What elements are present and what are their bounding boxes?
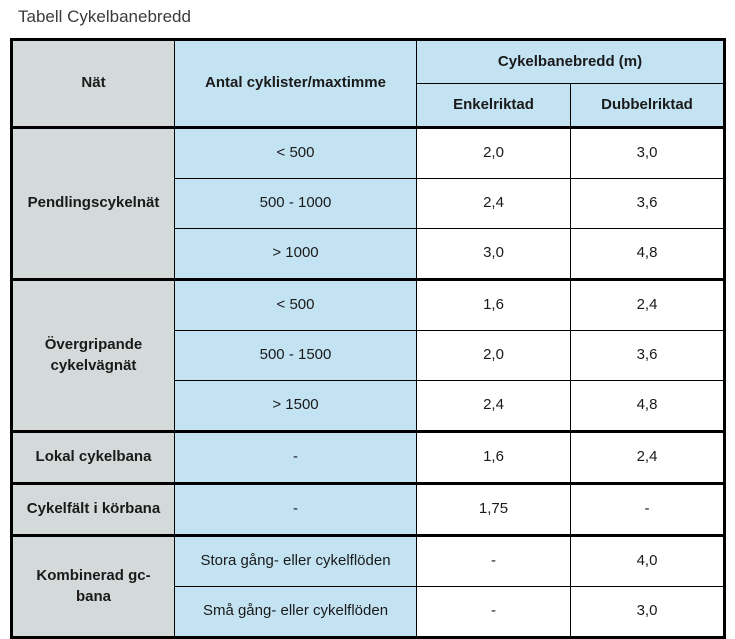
table-row: Pendlingscykelnät < 500 2,0 3,0 [11, 127, 726, 280]
header-row-2: Enkelriktad Dubbelriktad [12, 83, 726, 128]
oneway-value-cell: - [416, 535, 571, 587]
header-twoway: Dubbelriktad [569, 83, 726, 128]
header-flow: Antal cyklister/maxtimme [174, 39, 417, 128]
row-label: Lokal cykelbana [11, 431, 175, 484]
twoway-value-cell: 4,0 [569, 535, 726, 587]
twoway-value-cell: - [569, 483, 726, 536]
flow-cell: < 500 [174, 127, 417, 179]
oneway-value-cell: 2,0 [416, 330, 571, 381]
flow-cell: > 1500 [174, 380, 417, 432]
table-row: Cykelfält i körbana - 1,75 - [11, 483, 726, 536]
twoway-value-cell: 3,0 [569, 586, 726, 638]
header-oneway: Enkelriktad [416, 83, 571, 128]
twoway-value-cell: 4,8 [569, 228, 726, 280]
section-pendlingscykelnat: Pendlingscykelnät < 500 2,0 3,0 500 - 10… [11, 127, 726, 280]
table-row: > 1000 3,0 4,8 [12, 228, 726, 280]
header-width-group: Cykelbanebredd (m) [415, 39, 726, 84]
oneway-value-cell: 2,0 [416, 127, 571, 179]
flow-cell: - [174, 431, 417, 484]
twoway-value-cell: 3,6 [569, 178, 726, 229]
flow-cell: Stora gång- eller cykelflöden [174, 535, 417, 587]
flow-cell: > 1000 [174, 228, 417, 280]
row-label: Kombinerad gc-bana [11, 535, 175, 638]
section-cykelfalt-i-korbana: Cykelfält i körbana - 1,75 - [11, 483, 726, 536]
flow-cell: - [174, 483, 417, 536]
oneway-value-cell: 2,4 [416, 380, 571, 432]
table-row: 500 - 1500 2,0 3,6 [12, 330, 726, 381]
row-label: Cykelfält i körbana [11, 483, 175, 536]
oneway-value-cell: 2,4 [416, 178, 571, 229]
flow-cell: < 500 [174, 279, 417, 331]
twoway-value-cell: 2,4 [569, 431, 726, 484]
oneway-value-cell: 1,75 [416, 483, 571, 536]
table-row: Lokal cykelbana - 1,6 2,4 [11, 431, 726, 484]
table-row: Små gång- eller cykelflöden - 3,0 [12, 586, 726, 638]
table-row: > 1500 2,4 4,8 [12, 380, 726, 432]
header-network: Nät [11, 39, 175, 128]
section-overgripande-cykelvagnat: Övergripande cykelvägnät < 500 1,6 2,4 5… [11, 279, 726, 432]
flow-cell: 500 - 1000 [174, 178, 417, 229]
twoway-value-cell: 2,4 [569, 279, 726, 331]
table-row: 500 - 1000 2,4 3,6 [12, 178, 726, 229]
table-header: Nät Antal cyklister/maxtimme Cykelbanebr… [11, 39, 726, 128]
twoway-value-cell: 3,6 [569, 330, 726, 381]
table-row: Övergripande cykelvägnät < 500 1,6 2,4 [11, 279, 726, 432]
twoway-value-cell: 3,0 [569, 127, 726, 179]
oneway-value-cell: 1,6 [416, 431, 571, 484]
oneway-value-cell: - [416, 586, 571, 638]
page-title: Tabell Cykelbanebredd [18, 7, 191, 26]
cycle-lane-width-table: Nät Antal cyklister/maxtimme Cykelbanebr… [10, 38, 727, 639]
section-lokal-cykelbana: Lokal cykelbana - 1,6 2,4 [11, 431, 726, 484]
table-row: Kombinerad gc-bana Stora gång- eller cyk… [11, 535, 726, 638]
oneway-value-cell: 3,0 [416, 228, 571, 280]
flow-cell: Små gång- eller cykelflöden [174, 586, 417, 638]
twoway-value-cell: 4,8 [569, 380, 726, 432]
flow-cell: 500 - 1500 [174, 330, 417, 381]
row-label: Övergripande cykelvägnät [11, 279, 175, 432]
header-row-1: Nät Antal cyklister/maxtimme Cykelbanebr… [11, 39, 726, 128]
oneway-value-cell: 1,6 [416, 279, 571, 331]
section-kombinerad-gc-bana: Kombinerad gc-bana Stora gång- eller cyk… [11, 535, 726, 638]
row-label: Pendlingscykelnät [11, 127, 175, 280]
